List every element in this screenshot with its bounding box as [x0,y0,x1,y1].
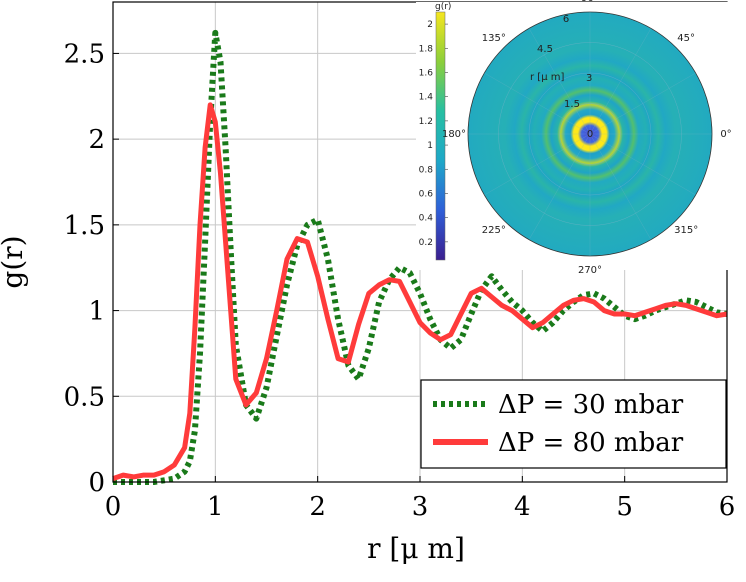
x-tick-label: 2 [309,492,326,522]
polar-radial-label: 3 [586,73,592,84]
y-tick-label: 2.5 [64,39,105,69]
colorbar-tick-label: 1.8 [419,44,434,54]
polar-angle-label: 0° [720,129,731,140]
y-tick-label: 0 [88,468,105,498]
x-tick-label: 0 [105,492,122,522]
colorbar-title: g(r) [435,2,451,12]
polar-radial-label: 4.5 [537,44,553,55]
y-tick-label: 1.5 [64,211,105,241]
polar-angle-label: 45° [677,33,695,44]
legend: ΔP = 30 mbar ΔP = 80 mbar [421,380,726,468]
x-tick-label: 5 [616,492,633,522]
colorbar-tick-label: 1.4 [419,93,434,103]
polar-angle-label: 225° [482,225,506,236]
x-tick-label: 6 [719,492,736,522]
colorbar-tick-label: 1.2 [419,117,433,127]
inset-polar-plot: g(r) 0.2 0.4 0.6 0.8 1 1.2 1.4 1.6 1.8 2 90° 45° 0°… [416,0,732,276]
y-tick-label: 0.5 [64,382,105,412]
colorbar-tick-label: 0.6 [419,189,434,199]
colorbar-tick-label: 0.8 [419,165,434,175]
x-axis-title: r [μ m] [367,532,465,565]
polar-radial-label: 0 [587,129,593,140]
x-tick-label: 3 [412,492,429,522]
x-tick-label: 4 [514,492,531,522]
y-tick-label: 1 [88,297,105,327]
polar-angle-label: 135° [482,33,506,44]
polar-angle-label: 180° [442,129,466,140]
polar-angle-label: 270° [578,265,602,276]
colorbar-tick-label: 0.2 [419,238,433,248]
colorbar-tick-label: 1.6 [419,68,434,78]
polar-angle-label: 90° [581,0,599,4]
colorbar-tick-label: 1 [427,141,433,151]
colorbar-tick-label: 2 [427,20,433,30]
colorbar-tick-label: 0.4 [419,214,434,224]
polar-radial-label: 1.5 [564,99,580,110]
polar-radial-label: 6 [563,14,569,25]
legend-label-30mbar: ΔP = 30 mbar [498,390,684,420]
legend-label-80mbar: ΔP = 80 mbar [498,428,684,458]
y-tick-label: 2 [88,125,105,155]
polar-radial-axis-label: r [μ m] [530,72,564,83]
y-axis-title: g(r) [0,235,29,288]
polar-angle-label: 315° [674,225,698,236]
x-tick-label: 1 [207,492,224,522]
